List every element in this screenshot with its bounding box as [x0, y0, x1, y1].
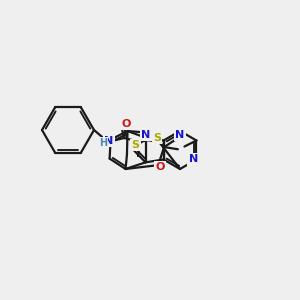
Text: S: S [153, 133, 161, 143]
Text: N: N [141, 130, 150, 140]
Text: H: H [99, 138, 107, 148]
Text: O: O [121, 119, 131, 129]
Text: N: N [189, 154, 198, 164]
Text: O: O [155, 162, 165, 172]
Text: N: N [176, 130, 184, 140]
Text: N: N [104, 136, 114, 146]
Text: S: S [131, 140, 140, 150]
